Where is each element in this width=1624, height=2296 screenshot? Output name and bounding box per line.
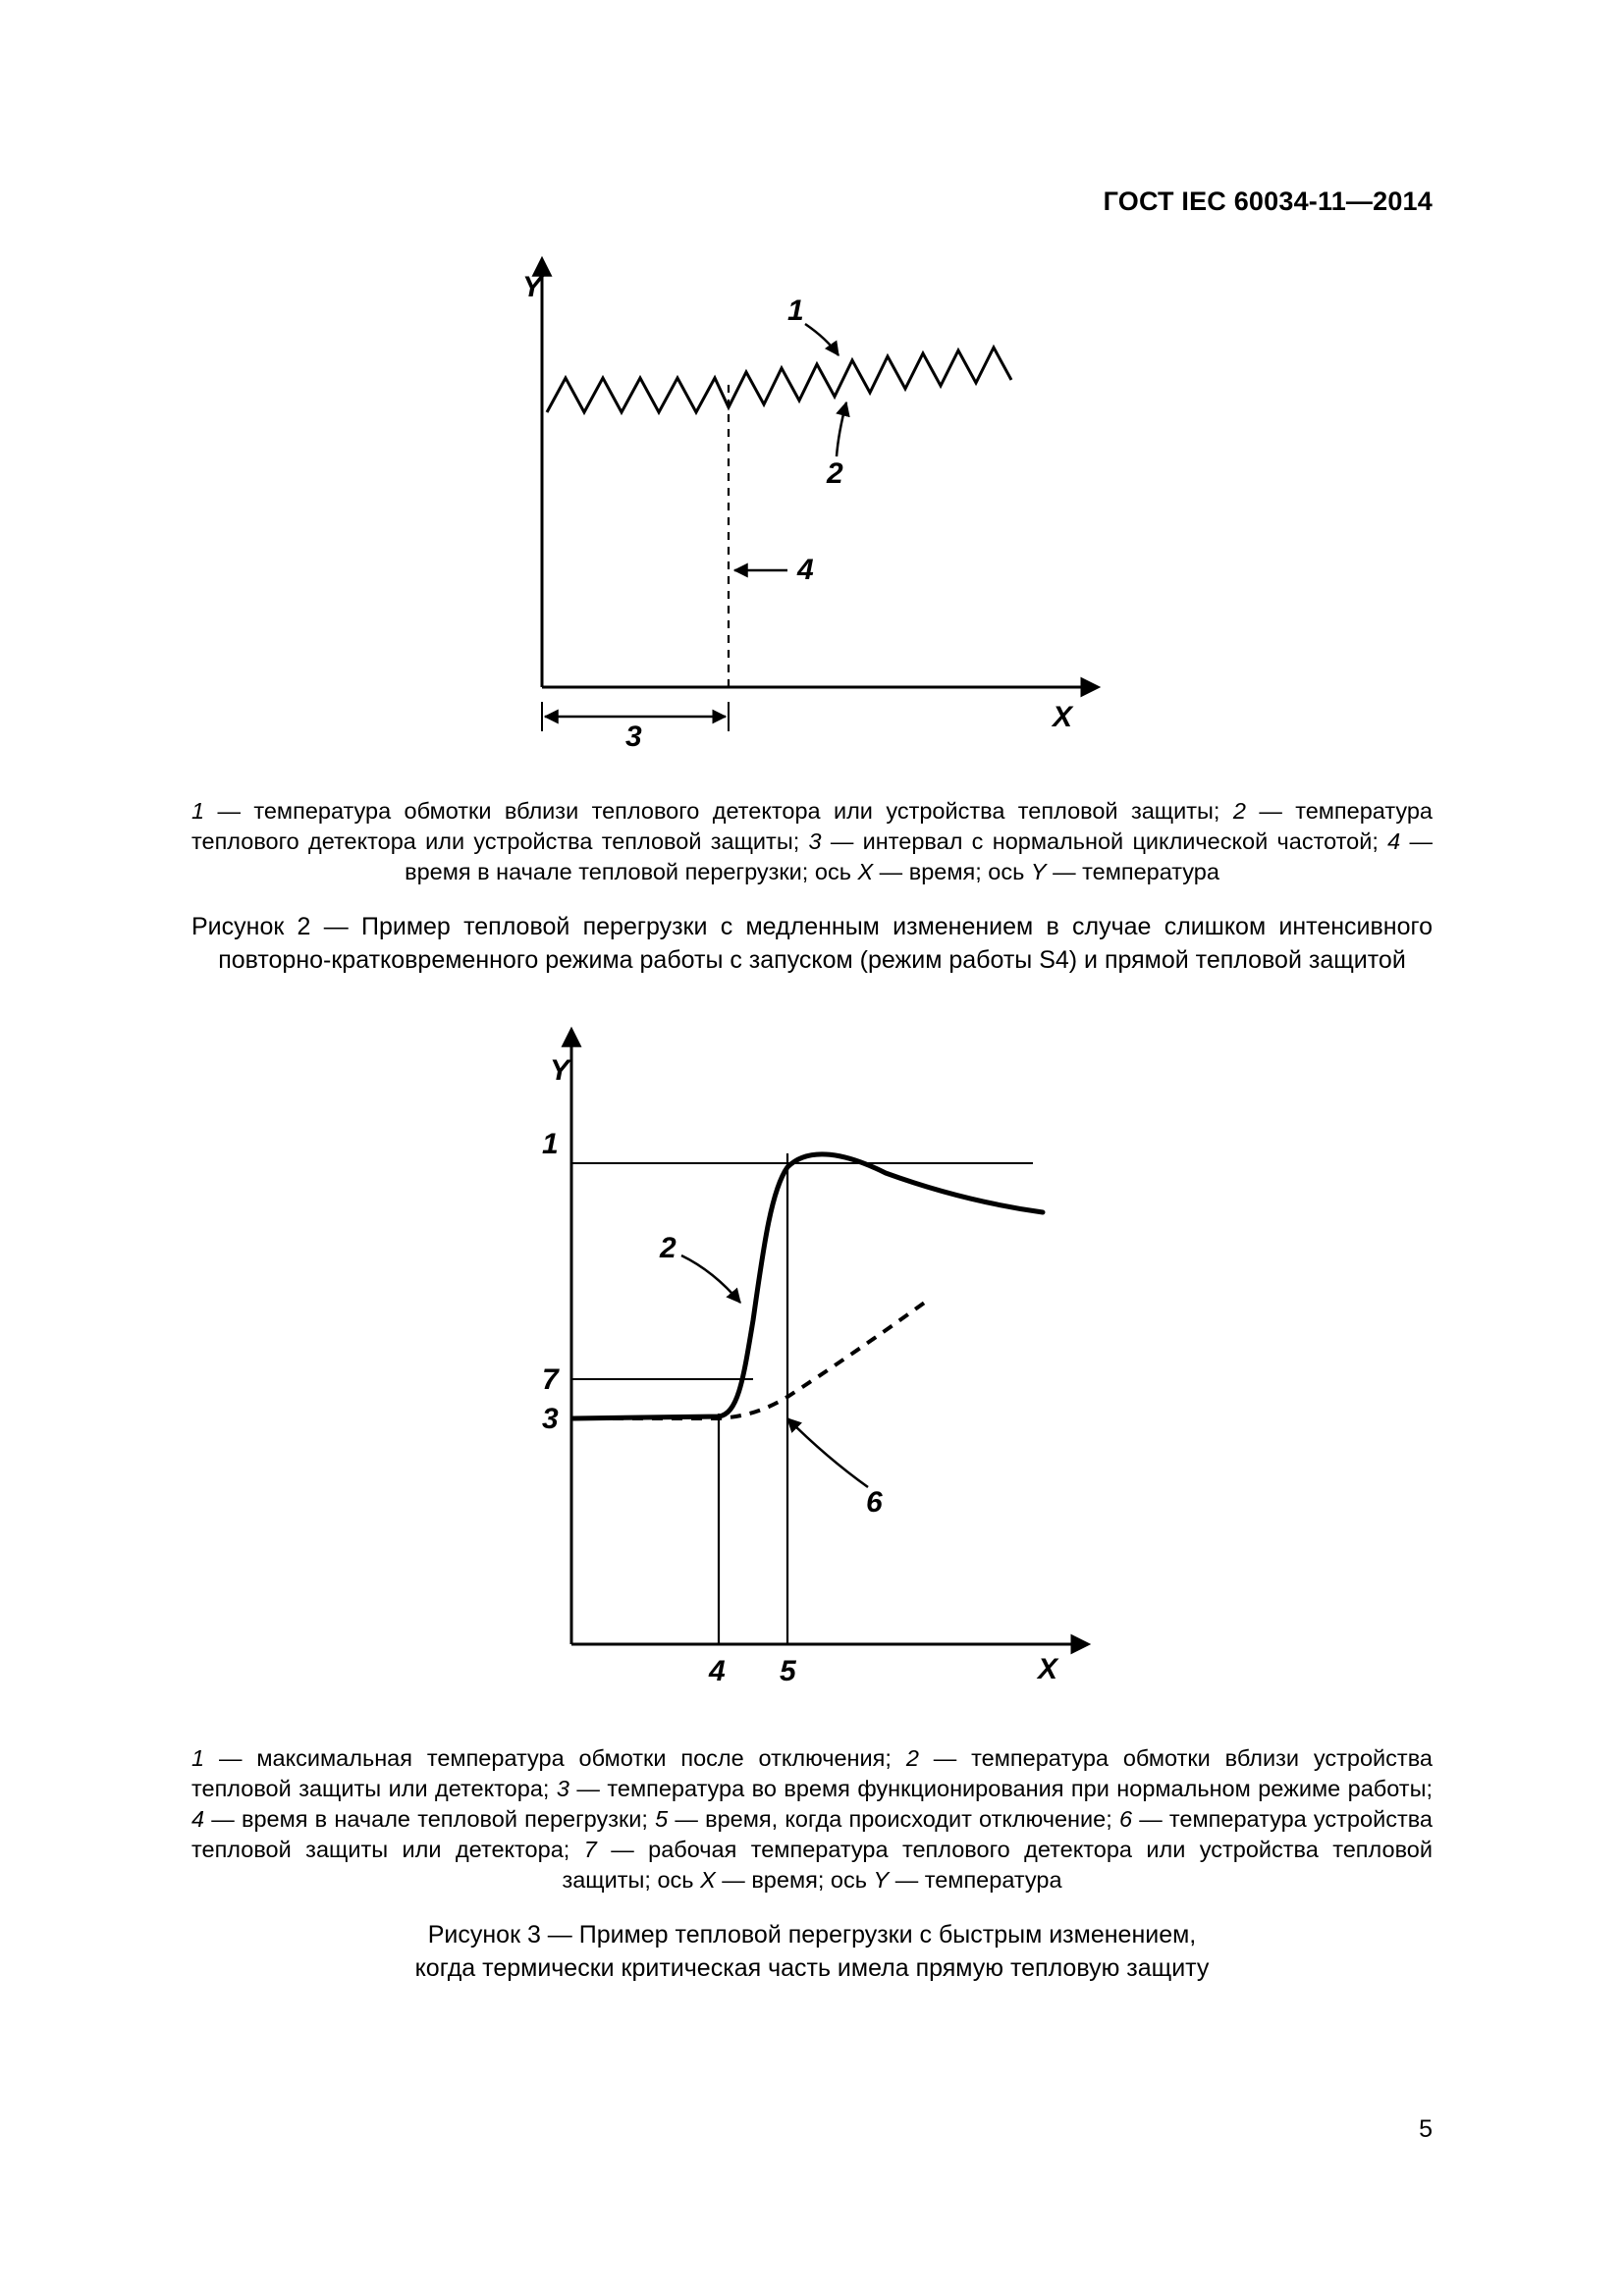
figure-3-caption-line1: Рисунок 3 — Пример тепловой перегрузки с… xyxy=(428,1921,1197,1949)
annotation-3: 3 xyxy=(542,1403,559,1435)
x-axis-label: X xyxy=(1051,701,1074,733)
standard-code: ГОСТ IEC 60034-11—2014 xyxy=(1104,187,1433,217)
annotation-2: 2 xyxy=(659,1232,677,1264)
annotation-3: 3 xyxy=(625,721,642,753)
annotation-5: 5 xyxy=(780,1655,797,1687)
figure-2-legend: 1 — температура обмотки вблизи теплового… xyxy=(191,796,1433,887)
annotation-4: 4 xyxy=(708,1655,726,1687)
figure-2: Y X 1 2 4 3 1 — температура обмотки вбли… xyxy=(191,255,1433,977)
sawtooth-curve xyxy=(547,347,1011,412)
annotation-4: 4 xyxy=(796,554,814,586)
page-number: 5 xyxy=(1419,2115,1433,2144)
figure-3-legend: 1 — максимальная температура обмотки пос… xyxy=(191,1743,1433,1896)
figure-3-caption-line2: когда термически критическая часть имела… xyxy=(415,1954,1210,1982)
annotation-1: 1 xyxy=(787,294,804,327)
y-axis-label: Y xyxy=(522,271,545,303)
figure-3-caption: Рисунок 3 — Пример тепловой перегрузки с… xyxy=(191,1919,1433,1985)
annotation-6: 6 xyxy=(866,1486,883,1519)
figure-3: Y X 1 7 3 2 6 4 5 xyxy=(191,1026,1433,1985)
x-axis-label: X xyxy=(1036,1653,1059,1685)
figure-3-svg: Y X 1 7 3 2 6 4 5 xyxy=(493,1026,1131,1713)
annotation-1: 1 xyxy=(542,1128,559,1160)
annotation-2: 2 xyxy=(826,457,843,490)
figure-2-svg: Y X 1 2 4 3 xyxy=(493,255,1131,766)
annotation-7: 7 xyxy=(542,1363,560,1396)
figure-2-caption: Рисунок 2 — Пример тепловой перегрузки с… xyxy=(191,911,1433,977)
y-axis-label: Y xyxy=(550,1054,572,1087)
page: ГОСТ IEC 60034-11—2014 Y X xyxy=(0,0,1624,2296)
